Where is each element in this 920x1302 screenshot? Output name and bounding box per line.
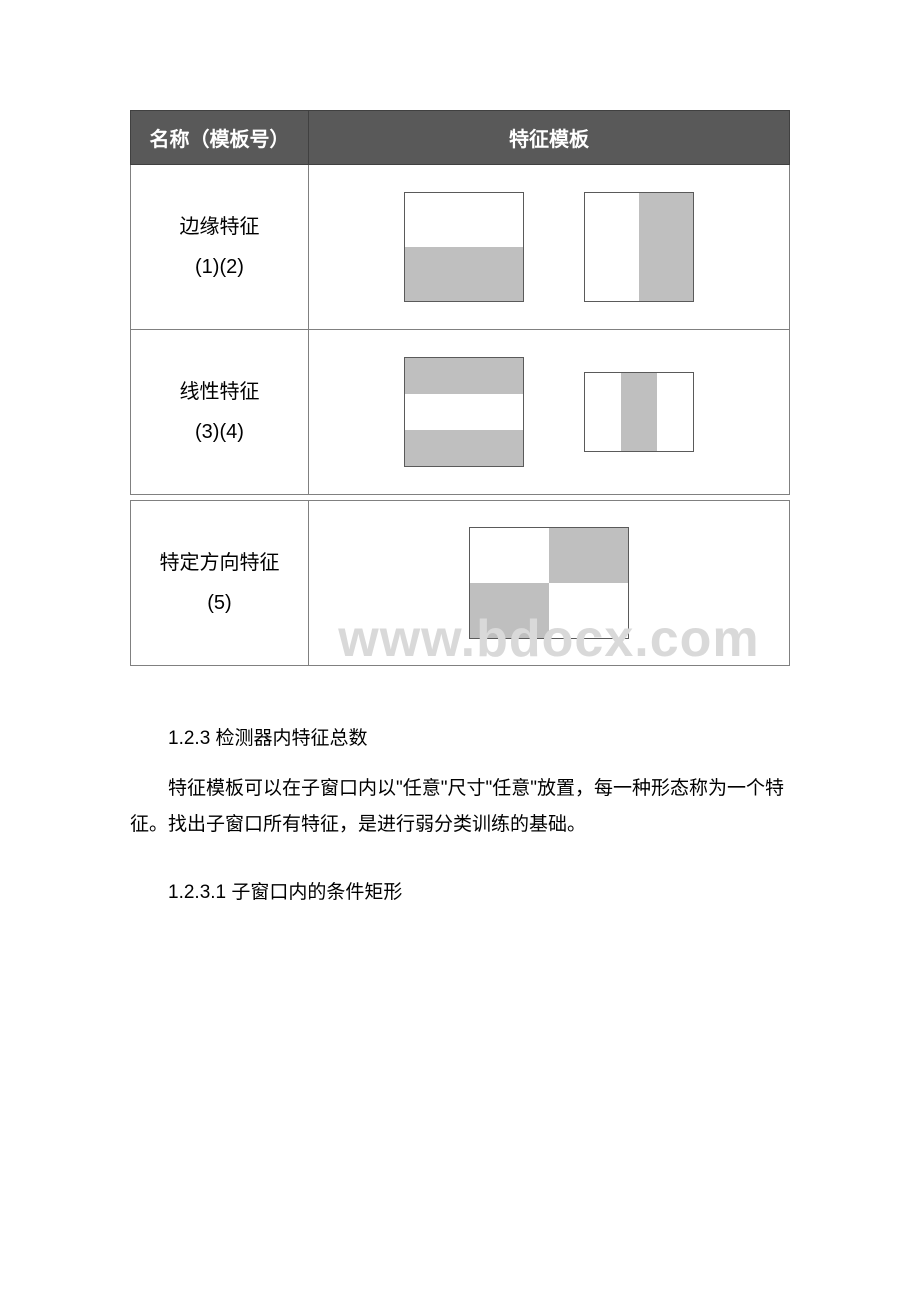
feature-name-line1: 线性特征 (141, 372, 298, 412)
paragraph-text: 特征模板可以在子窗口内以"任意"尺寸"任意"放置，每一种形态称为一个特征。找出子… (130, 771, 790, 843)
haar-checker-icon (469, 527, 629, 639)
table-header-name: 名称（模板号） (131, 111, 309, 165)
feature-template-cell (308, 165, 789, 330)
feature-name-cell: 特定方向特征 (5) (131, 501, 309, 666)
haar-edge-vertical-icon (584, 192, 694, 302)
feature-name-cell: 线性特征 (3)(4) (131, 330, 309, 495)
feature-name-cell: 边缘特征 (1)(2) (131, 165, 309, 330)
haar-line-horizontal-icon (404, 357, 524, 467)
feature-template-cell: www.bdocx.com (308, 501, 789, 666)
section-heading-1-2-3: 1.2.3 检测器内特征总数 (130, 721, 790, 757)
table-row: 特定方向特征 (5) www.bdocx.com (131, 501, 790, 666)
feature-name-line2: (3)(4) (141, 412, 298, 452)
feature-templates-table: 名称（模板号） 特征模板 边缘特征 (1)(2) (130, 110, 790, 666)
feature-name-line1: 边缘特征 (141, 207, 298, 247)
feature-name-line1: 特定方向特征 (141, 543, 298, 583)
table-row: 边缘特征 (1)(2) (131, 165, 790, 330)
haar-line-vertical-icon (584, 372, 694, 452)
haar-edge-horizontal-icon (404, 192, 524, 302)
feature-name-line2: (1)(2) (141, 247, 298, 287)
table-row: 线性特征 (3)(4) (131, 330, 790, 495)
section-heading-1-2-3-1: 1.2.3.1 子窗口内的条件矩形 (130, 875, 790, 911)
table-header-template: 特征模板 (308, 111, 789, 165)
feature-name-line2: (5) (141, 583, 298, 623)
feature-template-cell (308, 330, 789, 495)
